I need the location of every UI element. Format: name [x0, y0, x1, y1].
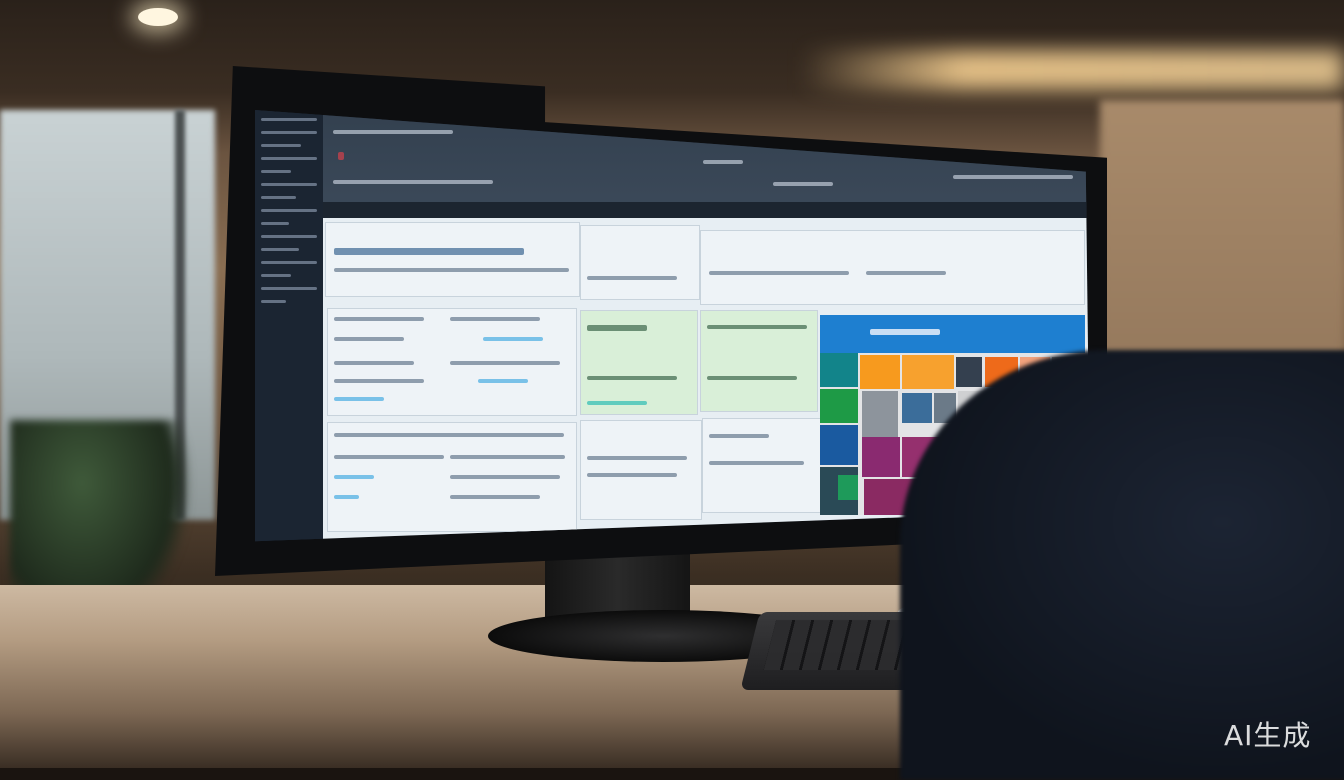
window-frame: [175, 110, 185, 520]
table-panel-2: [580, 420, 702, 520]
dashboard-header-panel: [325, 222, 580, 297]
summary-panel-2: [700, 230, 1085, 305]
ai-generated-watermark: AI生成: [1224, 719, 1312, 752]
screen-sidebar: [255, 110, 323, 542]
table-panel: [327, 422, 577, 532]
person-silhouette: [900, 350, 1344, 780]
metric-card-2: [700, 310, 818, 412]
tile-orange: [860, 355, 900, 389]
metric-card: [580, 310, 698, 415]
table-panel-3: [702, 418, 822, 513]
summary-panel: [580, 225, 700, 300]
tile-header: [820, 315, 1085, 353]
ceiling-spotlight: [138, 8, 178, 26]
tile-purple: [862, 437, 900, 477]
ceiling-light-strip: [800, 50, 1344, 90]
list-panel: [327, 308, 577, 416]
